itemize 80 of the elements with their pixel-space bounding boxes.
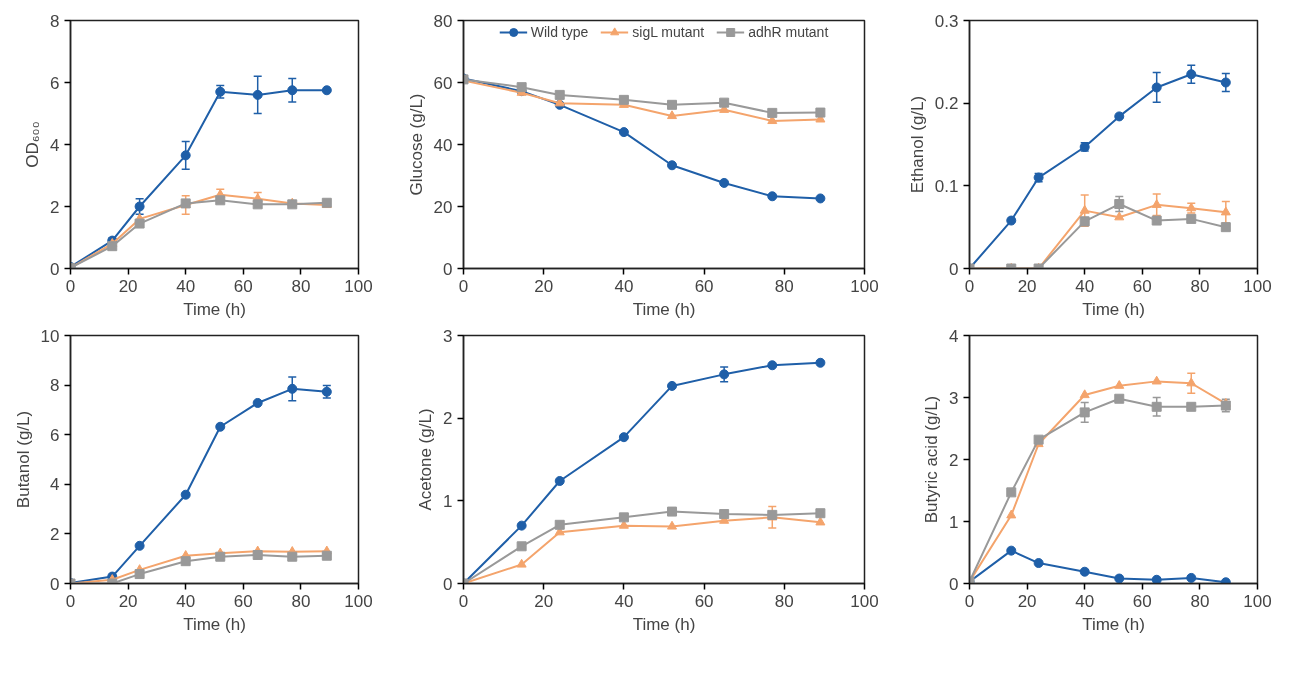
y-tick-label: 1: [443, 491, 453, 511]
x-tick-label: 20: [118, 276, 138, 296]
x-tick-label: 20: [534, 276, 554, 296]
y-axis-title: Ethanol (g/L): [907, 95, 927, 194]
y-axis-title: OD₆₀₀: [23, 121, 43, 168]
x-tick-label: 0: [458, 276, 469, 296]
x-tick-label: 0: [65, 276, 76, 296]
x-tick-label: 40: [176, 276, 196, 296]
x-tick-label: 80: [1190, 591, 1210, 611]
x-tick-label: 0: [65, 591, 76, 611]
y-tick-label: 6: [50, 425, 60, 445]
y-tick-label: 3: [949, 388, 959, 408]
x-tick-label: 0: [964, 276, 975, 296]
legend-label: Wild type: [530, 24, 589, 40]
x-tick-label: 60: [233, 276, 253, 296]
y-tick-label: 0.2: [934, 94, 959, 114]
y-tick-label: 1: [949, 512, 959, 532]
y-tick-label: 3: [443, 326, 453, 346]
y-tick-label: 0.3: [934, 11, 959, 31]
y-axis-title: Butyric acid (g/L): [922, 395, 942, 524]
x-tick-label: 80: [291, 276, 311, 296]
x-tick-label: 80: [1190, 276, 1210, 296]
x-tick-label: 40: [1075, 591, 1095, 611]
x-tick-label: 100: [344, 276, 373, 296]
x-tick-label: 20: [118, 591, 138, 611]
x-tick-label: 0: [458, 591, 469, 611]
y-tick-label: 2: [949, 450, 959, 470]
y-tick-label: 2: [443, 409, 453, 429]
x-tick-label: 80: [291, 591, 311, 611]
y-tick-label: 4: [50, 135, 60, 155]
x-tick-label: 40: [1075, 276, 1095, 296]
y-tick-label: 0: [949, 574, 959, 594]
x-tick-label: 60: [233, 591, 253, 611]
x-tick-label: 60: [1132, 276, 1152, 296]
x-tick-label: 100: [1243, 276, 1272, 296]
x-axis-title: Time (h): [183, 614, 246, 634]
y-tick-label: 0.1: [934, 176, 959, 196]
x-tick-label: 40: [614, 276, 634, 296]
x-tick-label: 100: [850, 276, 879, 296]
y-tick-label: 40: [433, 135, 453, 155]
x-axis-title: Time (h): [1082, 614, 1145, 634]
x-axis-title: Time (h): [632, 299, 696, 319]
x-axis-title: Time (h): [632, 614, 696, 634]
x-axis-title: Time (h): [183, 299, 246, 319]
x-tick-label: 20: [1017, 591, 1037, 611]
y-axis-title: Acetone (g/L): [416, 408, 436, 511]
legend-label: sigL mutant: [632, 24, 705, 40]
y-axis-title: Butanol (g/L): [13, 410, 33, 509]
y-tick-label: 60: [433, 73, 453, 93]
x-tick-label: 60: [694, 591, 714, 611]
x-tick-label: 100: [344, 591, 373, 611]
y-axis-title: Glucose (g/L): [406, 93, 426, 196]
x-tick-label: 60: [694, 276, 714, 296]
y-tick-label: 8: [50, 11, 60, 31]
y-tick-label: 20: [433, 197, 453, 217]
y-tick-label: 4: [50, 475, 60, 495]
x-tick-label: 20: [1017, 276, 1037, 296]
y-tick-label: 0: [50, 574, 60, 594]
x-tick-label: 40: [176, 591, 196, 611]
y-tick-label: 2: [50, 197, 60, 217]
x-tick-label: 40: [614, 591, 634, 611]
y-tick-label: 8: [50, 376, 60, 396]
x-tick-label: 60: [1132, 591, 1152, 611]
y-tick-label: 0: [949, 259, 959, 279]
x-tick-label: 0: [964, 591, 975, 611]
x-tick-label: 100: [850, 591, 879, 611]
y-tick-label: 0: [443, 574, 453, 594]
y-tick-label: 80: [433, 11, 453, 31]
x-axis-title: Time (h): [1082, 299, 1145, 319]
x-tick-label: 80: [774, 591, 794, 611]
x-tick-label: 80: [774, 276, 794, 296]
legend-label: adhR mutant: [748, 24, 829, 40]
y-tick-label: 4: [949, 326, 959, 346]
y-tick-label: 2: [50, 524, 60, 544]
y-tick-label: 6: [50, 73, 60, 93]
x-tick-label: 100: [1243, 591, 1272, 611]
x-tick-label: 20: [534, 591, 554, 611]
y-tick-label: 0: [50, 259, 60, 279]
y-tick-label: 0: [443, 259, 453, 279]
y-tick-label: 10: [40, 326, 60, 346]
